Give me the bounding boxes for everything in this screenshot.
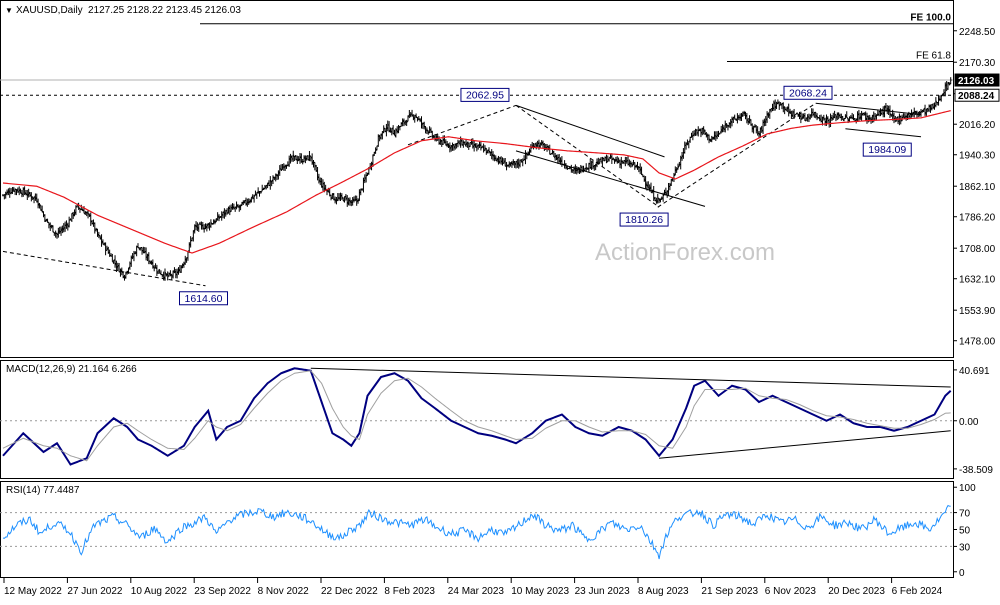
x-axis-tick-label: 24 Mar 2023 — [448, 586, 505, 597]
rsi-label: RSI(14) 77.4487 — [6, 485, 80, 496]
price-axis-value-box — [954, 73, 1000, 87]
price-annotation-label: 1810.26 — [625, 214, 663, 226]
signal-line — [2, 370, 951, 462]
rsi-axis-tick-label: 0 — [959, 568, 965, 579]
macd-axis-tick-label: 40.691 — [959, 366, 990, 377]
price-annotations: 1614.60 2062.95 1810.26 2068.24 1984.09 — [179, 85, 912, 306]
price-annotation-label: 1614.60 — [185, 293, 223, 305]
macd-label: MACD(12,26,9) 21.164 6.266 — [6, 364, 137, 375]
ohlc-label: 2127.25 2128.22 2123.45 2126.03 — [88, 5, 241, 16]
rsi-panel-frame — [0, 481, 954, 578]
x-axis-tick-label: 10 Aug 2022 — [131, 586, 188, 597]
price-trendline — [845, 128, 922, 138]
moving-average-line — [2, 110, 951, 254]
rsi-axis-tick-label: 50 — [959, 526, 971, 537]
price-annotation-box — [179, 291, 228, 306]
price-axis-tick-label: 1478.00 — [959, 337, 996, 348]
rsi-layer — [0, 504, 953, 560]
fibonacci-label: FE 61.8 — [916, 51, 951, 62]
price-axis-value-box — [954, 88, 1000, 102]
price-axis-tick-label: 2170.30 — [959, 58, 996, 69]
fibonacci-label: FE 100.0 — [910, 13, 951, 24]
price-trendline — [515, 150, 706, 207]
price-annotation-label: 2062.95 — [466, 89, 504, 101]
macd-line — [2, 367, 952, 466]
price-axis-tick-label: 1940.30 — [959, 151, 996, 162]
macd-panel-frame — [0, 360, 954, 479]
watermark: ActionForex.com — [595, 239, 775, 266]
x-axis-tick-label: 6 Feb 2024 — [892, 586, 943, 597]
price-annotation-label: 2068.24 — [789, 87, 827, 99]
price-axis-tick-label: 1632.10 — [959, 275, 996, 286]
macd-axis-tick-label: -38.509 — [959, 465, 993, 476]
rsi-axis-tick-label: 100 — [959, 483, 976, 494]
x-axis-tick-label: 22 Dec 2022 — [321, 586, 378, 597]
price-axis-tick-label: 1708.00 — [959, 244, 996, 255]
price-annotation-box — [619, 212, 669, 227]
price-axis-tick-label: 1553.90 — [959, 306, 996, 317]
x-axis-tick-label: 8 Nov 2022 — [258, 586, 310, 597]
x-axis-tick-label: 27 Jun 2022 — [67, 586, 122, 597]
price-axis-tick-label: 2016.20 — [959, 120, 996, 131]
x-axis-tick-label: 21 Sep 2023 — [701, 586, 758, 597]
price-axis-tick-label: 2248.50 — [959, 27, 996, 38]
instrument-label: XAUUSD,Daily — [16, 5, 83, 16]
macd-layer — [0, 367, 953, 466]
x-axis-tick-label: 12 May 2022 — [4, 586, 62, 597]
rsi-axis: 100 70 50 30 0 — [953, 483, 976, 579]
price-axis: 2248.502170.302092.102016.201940.301862.… — [953, 27, 1000, 348]
price-axis-tick-label: 1786.20 — [959, 213, 996, 224]
price-horizontal-lines: FE 100.0 FE 61.8 — [0, 13, 953, 96]
macd-axis: 40.691 0.00 -38.509 — [953, 366, 993, 476]
x-axis-tick-label: 6 Nov 2023 — [765, 586, 817, 597]
price-annotation-label: 1984.09 — [868, 144, 906, 156]
x-axis-tick-label: 10 May 2023 — [511, 586, 569, 597]
x-axis-tick-label: 23 Jun 2023 — [575, 586, 630, 597]
instrument-icon: ▼ — [5, 6, 13, 15]
price-annotation-box — [460, 87, 510, 102]
price-axis-value-label: 2088.24 — [958, 91, 995, 102]
price-trendline — [515, 104, 660, 208]
price-axis-tick-label: 1862.10 — [959, 182, 996, 193]
price-annotation-box — [862, 142, 912, 157]
price-panel-frame — [0, 0, 954, 358]
price-trendline — [515, 104, 665, 158]
rsi-line — [2, 504, 951, 560]
x-axis-tick-label: 23 Sep 2022 — [194, 586, 251, 597]
macd-trendline — [310, 367, 951, 388]
price-trendline — [407, 104, 517, 146]
price-annotation-box — [783, 85, 833, 100]
x-axis-tick-label: 8 Aug 2023 — [638, 586, 689, 597]
macd-trendline — [659, 430, 951, 459]
price-trendline — [2, 250, 206, 287]
x-axis-tick-label: 8 Feb 2023 — [384, 586, 435, 597]
macd-axis-tick-label: 0.00 — [959, 417, 979, 428]
rsi-axis-tick-label: 30 — [959, 542, 971, 553]
price-axis-value-label: 2126.03 — [958, 76, 995, 87]
x-axis-tick-label: 20 Dec 2023 — [828, 586, 885, 597]
x-axis: 12 May 2022 27 Jun 2022 10 Aug 2022 23 Sep … — [3, 578, 943, 597]
price-bars — [2, 77, 952, 281]
moving-average — [2, 110, 951, 254]
price-trendline — [815, 102, 922, 116]
price-trendline — [657, 102, 816, 208]
rsi-axis-tick-label: 70 — [959, 509, 971, 520]
